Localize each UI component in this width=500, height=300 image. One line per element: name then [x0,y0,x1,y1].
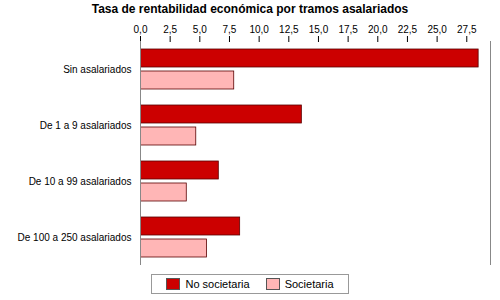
svg-text:Sin asalariados: Sin asalariados [63,64,131,75]
svg-text:17,5: 17,5 [338,24,358,35]
svg-text:De 100 a 250 asalariados: De 100 a 250 asalariados [18,232,132,243]
svg-text:De 1 a 9 asalariados: De 1 a 9 asalariados [40,120,132,131]
svg-text:20,0: 20,0 [368,24,388,35]
svg-text:25,0: 25,0 [427,24,447,35]
svg-text:27,5: 27,5 [457,24,477,35]
html-text:Societaria: Societaria [284,278,334,290]
html-text:No societaria: No societaria [185,278,250,290]
svg-text:12,5: 12,5 [279,24,299,35]
svg-text:2,5: 2,5 [163,24,177,35]
svg-text:5,0: 5,0 [193,24,207,35]
svg-text:15,0: 15,0 [309,24,329,35]
svg-text:De 10 a 99 asalariados: De 10 a 99 asalariados [29,176,132,187]
html-text:Tasa de rentabilidad económica: Tasa de rentabilidad económica por tramo… [91,2,409,16]
svg-text:10,0: 10,0 [249,24,269,35]
svg-text:22,5: 22,5 [398,24,418,35]
svg-text:7,5: 7,5 [223,24,237,35]
svg-text:0,0: 0,0 [134,24,148,35]
